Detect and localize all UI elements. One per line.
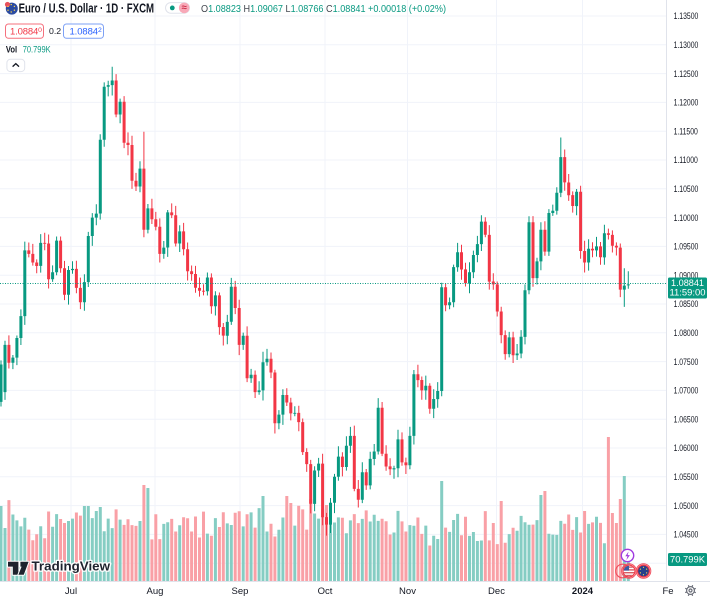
svg-text:1.05000: 1.05000 xyxy=(674,501,699,511)
svg-text:Euro / U.S. Dollar · 1D · FXCM: Euro / U.S. Dollar · 1D · FXCM xyxy=(19,2,155,16)
svg-text:2024: 2024 xyxy=(572,586,594,597)
svg-text:TradingView: TradingView xyxy=(32,560,111,574)
svg-text:70.799K: 70.799K xyxy=(670,555,706,566)
svg-text:1.08500: 1.08500 xyxy=(674,299,699,309)
svg-text:≈: ≈ xyxy=(182,3,188,14)
svg-text:1.10000: 1.10000 xyxy=(674,213,699,223)
svg-text:Dec: Dec xyxy=(488,586,505,597)
svg-text:1.06000: 1.06000 xyxy=(674,443,699,453)
svg-text:11:59:00: 11:59:00 xyxy=(670,288,706,299)
svg-text:Jul: Jul xyxy=(65,586,77,597)
svg-text:1.07000: 1.07000 xyxy=(674,386,699,396)
svg-text:1.09000: 1.09000 xyxy=(674,271,699,281)
svg-text:Oct: Oct xyxy=(318,586,333,597)
svg-text:1.13000: 1.13000 xyxy=(674,40,699,50)
svg-text:Aug: Aug xyxy=(147,586,164,597)
svg-text:70.799K: 70.799K xyxy=(23,43,51,54)
svg-text:Nov: Nov xyxy=(399,586,416,597)
svg-text:0.2: 0.2 xyxy=(49,26,61,36)
svg-text:1.09500: 1.09500 xyxy=(674,242,699,252)
svg-text:Vol: Vol xyxy=(6,43,17,54)
svg-text:Fe: Fe xyxy=(662,586,673,597)
svg-text:1.10500: 1.10500 xyxy=(674,184,699,194)
svg-text:1.12000: 1.12000 xyxy=(674,98,699,108)
svg-text:1.13500: 1.13500 xyxy=(674,11,699,21)
svg-text:1.07500: 1.07500 xyxy=(674,357,699,367)
svg-text:1.08840: 1.08840 xyxy=(10,27,42,38)
svg-text:1.11000: 1.11000 xyxy=(674,155,699,165)
svg-text:1.08842: 1.08842 xyxy=(70,27,102,38)
svg-text:1.08841: 1.08841 xyxy=(671,278,704,289)
svg-text:1.04500: 1.04500 xyxy=(674,530,699,540)
svg-text:1.08000: 1.08000 xyxy=(674,328,699,338)
svg-text:1.06500: 1.06500 xyxy=(674,415,699,425)
svg-text:1.12500: 1.12500 xyxy=(674,69,699,79)
svg-text:O1.08823 H1.09067 L1.08766 C1.: O1.08823 H1.09067 L1.08766 C1.08841 +0.0… xyxy=(201,4,446,15)
svg-text:1.11500: 1.11500 xyxy=(674,127,699,137)
svg-text:Sep: Sep xyxy=(232,586,249,597)
svg-text:1.05500: 1.05500 xyxy=(674,472,699,482)
